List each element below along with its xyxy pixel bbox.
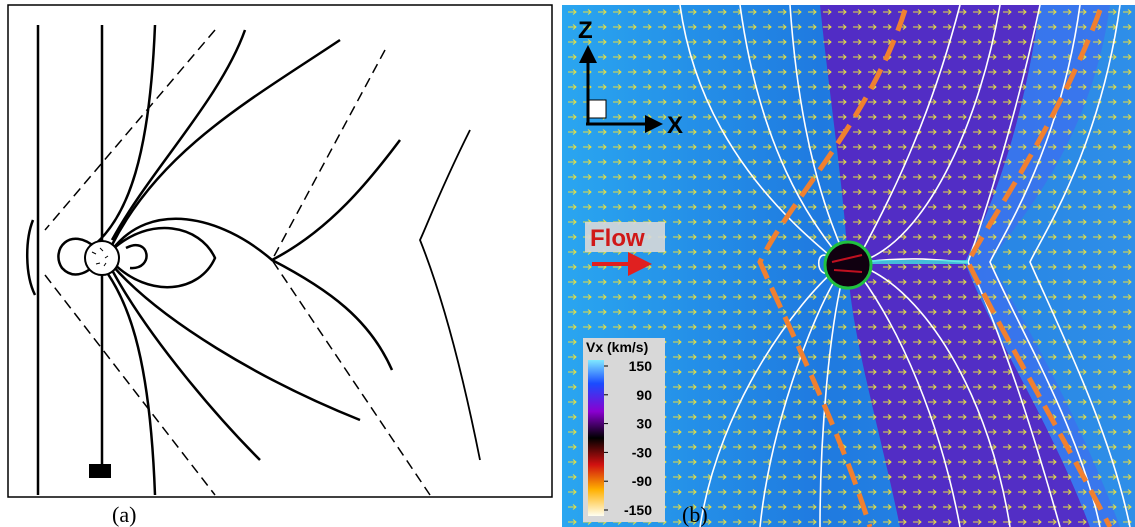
planet xyxy=(825,242,871,288)
colorbar-tick-label: -150 xyxy=(624,502,652,518)
shock-line xyxy=(45,30,215,495)
colorbar-tick-label: 90 xyxy=(636,387,652,403)
colorbar-tick-label: -30 xyxy=(632,444,652,460)
axes-box xyxy=(588,100,606,118)
colorbar-gradient xyxy=(588,360,604,516)
x-label: X xyxy=(667,112,683,139)
z-label: Z xyxy=(578,17,593,44)
colorbar-tick-label: 30 xyxy=(636,416,652,432)
panel-label: (b) xyxy=(682,502,708,527)
spacecraft xyxy=(89,464,111,478)
flow-label: Flow xyxy=(590,225,645,252)
field-line xyxy=(420,130,480,460)
field-line xyxy=(27,220,35,295)
page: {"panel_a": {"label": "(a)"}, "panel_b":… xyxy=(0,0,1135,527)
panel-b: Z X Flow Vx (km/s) 150 90 30 -30 -90 -150 xyxy=(562,5,1135,527)
colorbar-tick-label: 150 xyxy=(629,358,653,374)
panel-label: (a) xyxy=(112,502,136,527)
figure: (a) Z X Flow Vx xyxy=(0,0,1135,527)
planet xyxy=(85,241,119,275)
panel-a xyxy=(8,5,552,497)
colorbar-title: Vx (km/s) xyxy=(586,339,648,355)
colorbar-tick-label: -90 xyxy=(632,473,652,489)
field-line xyxy=(112,228,215,287)
